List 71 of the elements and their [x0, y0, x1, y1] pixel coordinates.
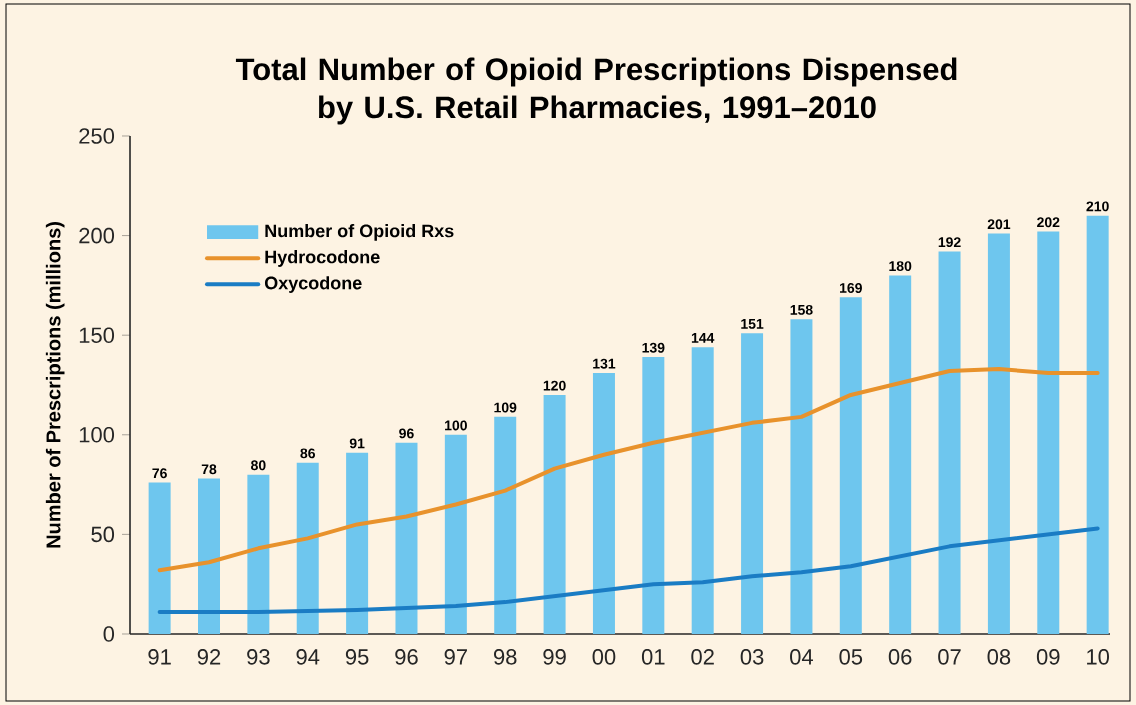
bar	[938, 251, 961, 634]
data-label: 169	[840, 283, 862, 293]
data-label: 210	[1086, 201, 1109, 212]
data-label: 202	[1037, 217, 1060, 228]
legend-label: Hydrocodone	[265, 250, 380, 267]
data-label: 80	[251, 460, 266, 471]
bar	[691, 347, 714, 634]
bar	[642, 357, 665, 634]
data-label: 201	[987, 219, 1011, 230]
x-tick-label: 07	[938, 649, 961, 665]
data-label: 131	[593, 358, 616, 369]
y-tick-label: 100	[79, 427, 115, 443]
x-tick-label: 91	[148, 649, 171, 665]
x-tick-label: 00	[592, 649, 616, 665]
data-label: 144	[691, 333, 715, 343]
bar	[346, 452, 369, 634]
data-label: 120	[543, 380, 566, 391]
bar	[198, 478, 220, 634]
x-tick-label: 98	[494, 649, 517, 665]
bar	[790, 319, 813, 634]
x-tick-label: 08	[987, 649, 1011, 665]
x-tick-label: 92	[197, 649, 221, 665]
data-label: 158	[790, 304, 813, 315]
bar	[543, 394, 566, 634]
x-tick-label: 94	[296, 649, 320, 665]
bar	[1086, 215, 1109, 634]
bar	[839, 297, 862, 634]
data-label: 109	[494, 402, 517, 413]
data-label: 100	[445, 420, 467, 431]
x-tick-label: 01	[641, 649, 665, 665]
bar	[741, 333, 764, 634]
x-tick-label: 06	[888, 649, 912, 665]
y-tick-label: 250	[79, 128, 115, 144]
x-tick-label: 10	[1087, 649, 1110, 665]
data-label: 78	[201, 464, 217, 475]
bar	[296, 462, 319, 634]
bar	[592, 373, 615, 634]
bar	[494, 416, 517, 634]
bar	[987, 233, 1010, 634]
bar	[247, 474, 270, 634]
data-label: 91	[349, 438, 365, 449]
x-tick-label: 09	[1036, 649, 1060, 665]
y-tick-label: 50	[91, 526, 115, 543]
y-axis-title: Number of Prescriptions (millions)	[45, 222, 65, 548]
y-tick-label: 0	[103, 626, 115, 642]
data-label: 139	[642, 342, 665, 353]
legend-label: Number of Opioid Rxs	[265, 224, 454, 241]
bar	[444, 434, 467, 634]
x-tick-label: 02	[691, 649, 714, 665]
legend-label: Oxycodone	[264, 276, 362, 293]
x-tick-label: 93	[247, 649, 270, 665]
x-tick-label: 03	[740, 649, 764, 665]
x-tick-label: 96	[395, 649, 418, 665]
data-label: 86	[300, 448, 316, 459]
bar	[889, 275, 912, 634]
x-tick-label: 97	[444, 649, 467, 665]
bar	[395, 442, 418, 634]
x-tick-label: 05	[839, 649, 863, 665]
bar	[1037, 231, 1060, 634]
data-label: 76	[152, 468, 167, 479]
data-label: 96	[399, 428, 414, 439]
x-tick-label: 04	[790, 649, 814, 665]
x-tick-label: 99	[543, 649, 566, 665]
data-label: 180	[889, 261, 912, 272]
x-tick-label: 95	[345, 649, 369, 665]
data-label: 151	[741, 319, 764, 329]
y-tick-label: 150	[79, 327, 115, 343]
data-label: 192	[938, 237, 961, 248]
bar	[148, 482, 171, 634]
chart-title: Total Number of Opioid Prescriptions Dispensed by U.S. Retail Pharmacies, 1991–2010	[235, 57, 957, 125]
y-tick-label: 200	[79, 227, 115, 244]
